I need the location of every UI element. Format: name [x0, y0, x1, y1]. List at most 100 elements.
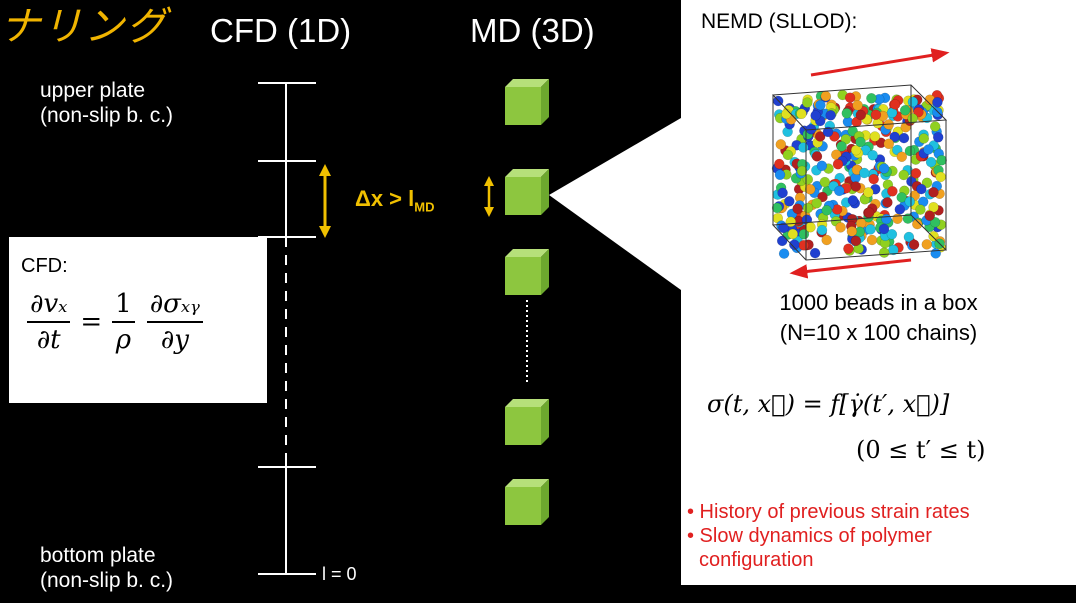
bead: [896, 192, 907, 203]
upper-plate-text: upper plate: [40, 79, 146, 102]
bead: [811, 197, 822, 209]
cfd-equation-box: CFD: ∂vₓ ∂t = 1 ρ ∂σₓᵧ ∂y: [9, 237, 267, 403]
bead: [921, 239, 933, 250]
bead: [796, 108, 807, 120]
eq-lhs-num: ∂vₓ: [30, 289, 68, 319]
dx-label: Δx > lMD: [355, 186, 435, 215]
bead: [835, 222, 846, 233]
cfd-column-heading: CFD (1D): [210, 12, 352, 49]
simulation-box-edges: [771, 84, 948, 261]
bead: [859, 167, 870, 179]
stress-formula-line-2: (0 ≤ t′ ≤ t): [856, 436, 986, 464]
bead: [896, 151, 908, 162]
bead: [916, 183, 927, 195]
bottom-plate-bc-text: (non-slip b. c.): [40, 569, 174, 592]
bead: [821, 205, 832, 216]
bead: [796, 165, 808, 177]
bead: [936, 154, 947, 166]
bead: [866, 93, 877, 104]
bead: [805, 221, 816, 233]
bead: [894, 204, 906, 215]
bead: [832, 158, 844, 170]
bullet-1: • History of previous strain rates: [687, 501, 970, 523]
bead: [898, 169, 909, 181]
bead: [866, 234, 878, 246]
bead: [924, 210, 935, 221]
bead: [810, 110, 821, 121]
bead: [867, 149, 878, 161]
bullet-2: • Slow dynamics of polymer: [687, 525, 932, 547]
bead: [787, 228, 799, 240]
bead: [776, 235, 788, 247]
bead: [870, 109, 882, 121]
bead: [869, 131, 881, 142]
beads-description: 1000 beads in a box (N=10 x 100 chains): [681, 288, 1076, 348]
bead: [850, 144, 862, 156]
shear-arrow-top: [810, 48, 950, 77]
cfd-box-title: CFD:: [21, 255, 68, 277]
bead: [782, 149, 794, 161]
eq-lhs-den: ∂t: [36, 325, 61, 355]
bead: [852, 100, 863, 111]
bead: [802, 97, 813, 108]
bead: [802, 174, 814, 185]
bead: [843, 243, 854, 254]
bead: [811, 151, 823, 162]
bead: [904, 196, 916, 207]
bead: [912, 218, 923, 230]
eq-rhs-den: ∂y: [160, 325, 189, 355]
bead: [878, 247, 890, 258]
bead: [821, 234, 832, 246]
bead: [816, 160, 828, 172]
japanese-heading: ナリング: [0, 4, 168, 50]
eq-lhs-fraction: ∂vₓ ∂t: [27, 287, 71, 357]
bead: [892, 213, 903, 224]
bead-cluster: [771, 89, 947, 259]
bead: [778, 248, 790, 259]
bead: [846, 226, 858, 237]
bead: [928, 187, 939, 198]
md-cube-3: [505, 249, 549, 295]
bottom-plate-label: bottom plate (non-slip b. c.): [40, 543, 173, 593]
bead: [771, 202, 783, 214]
bead: [789, 239, 800, 250]
bead: [881, 213, 892, 225]
bead: [781, 108, 792, 120]
bead: [932, 106, 943, 118]
bead: [908, 239, 920, 250]
bead: [907, 113, 918, 124]
bead: [774, 169, 786, 181]
bead: [814, 131, 826, 142]
bead: [929, 121, 941, 132]
bead: [825, 110, 836, 121]
bead: [850, 181, 862, 192]
bead-box-illustration: [771, 48, 950, 279]
upper-plate-bc-text: (non-slip b. c.): [40, 104, 174, 127]
beads-line-1: 1000 beads in a box: [779, 290, 978, 315]
md-column-heading: MD (3D): [470, 12, 595, 49]
bead: [802, 202, 814, 214]
bead: [882, 197, 893, 208]
eq-rhs-fraction: ∂σₓᵧ ∂y: [146, 287, 203, 357]
bead: [792, 203, 803, 214]
eq-coef-den: ρ: [115, 325, 132, 355]
eq-rhs-num: ∂σₓᵧ: [149, 289, 200, 319]
bead: [883, 138, 895, 150]
beads-line-2: (N=10 x 100 chains): [779, 320, 978, 345]
bead: [904, 145, 916, 157]
eq-equals: =: [80, 307, 103, 337]
bead: [774, 158, 785, 170]
eq-coef-num: 1: [115, 289, 132, 319]
origin-label: l = 0: [322, 564, 357, 584]
bead: [886, 229, 898, 240]
bead: [778, 222, 789, 234]
bead: [798, 240, 809, 251]
bead: [899, 105, 911, 116]
md-cube-2: [505, 169, 549, 215]
memory-bullets: • History of previous strain rates • Slo…: [687, 500, 970, 572]
bead: [863, 187, 874, 198]
bead: [850, 235, 862, 247]
bead: [915, 204, 926, 215]
bead: [822, 126, 834, 138]
bead: [816, 224, 828, 236]
